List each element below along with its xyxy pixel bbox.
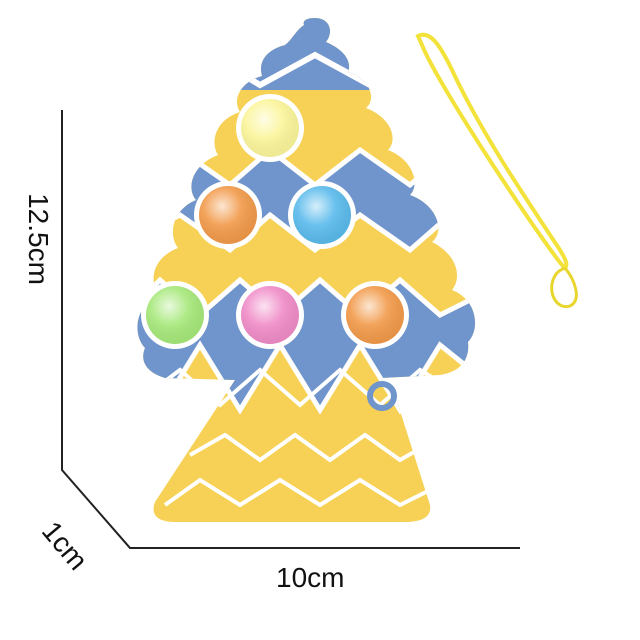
width-label: 10cm bbox=[276, 562, 345, 593]
lanyard bbox=[415, 32, 569, 271]
lanyard-loop bbox=[550, 266, 578, 309]
dimension-lines bbox=[61, 110, 520, 549]
bubble bbox=[194, 181, 262, 249]
bubble bbox=[341, 281, 409, 349]
height-label: 12.5cm bbox=[23, 193, 54, 285]
pop-it-tree bbox=[137, 18, 476, 522]
bubble bbox=[236, 281, 304, 349]
bubble bbox=[236, 94, 304, 162]
bubble bbox=[288, 181, 356, 249]
keyring-loop bbox=[367, 381, 397, 411]
bubbles bbox=[141, 94, 409, 349]
bubble bbox=[141, 281, 209, 349]
